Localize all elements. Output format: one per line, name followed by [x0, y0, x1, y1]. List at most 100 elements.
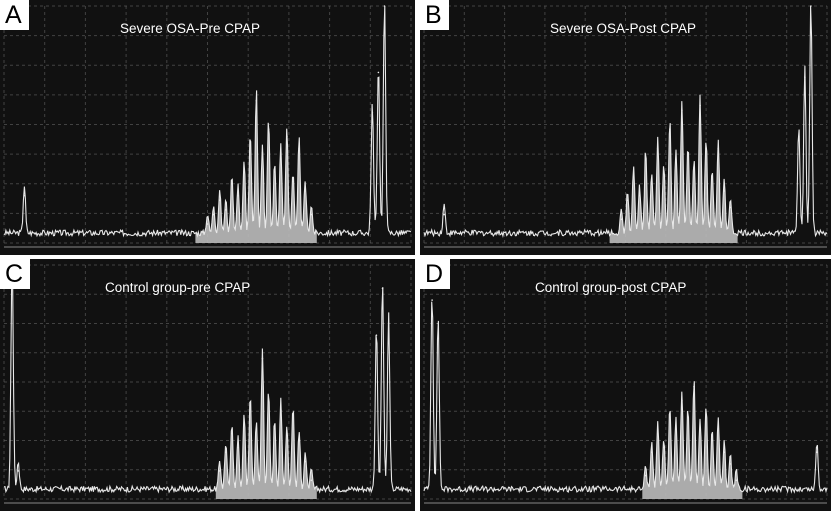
peak-mark-21 — [383, 5, 386, 7]
peak-mark-9 — [255, 100, 258, 102]
peak-mark-16 — [304, 460, 307, 463]
peak-mark-15 — [705, 147, 707, 149]
grid — [423, 5, 828, 244]
peak-mark-3 — [632, 175, 635, 178]
panel-b: B Severe OSA-Post CPAP — [420, 0, 831, 255]
panel-c-plot — [3, 264, 412, 504]
peak-mark-0 — [431, 299, 433, 301]
spectrum-line — [423, 5, 828, 238]
peak-mark-5 — [663, 446, 665, 449]
peak-mark-13 — [711, 439, 713, 442]
peak-mark-0 — [23, 194, 26, 197]
panel-c-letter: C — [0, 259, 31, 289]
peak-mark-18 — [375, 334, 378, 336]
panel-c-title: Control group-pre CPAP — [105, 280, 251, 295]
peak-mark-8 — [255, 428, 258, 430]
panel-d-letter: D — [420, 259, 451, 289]
peak-mark-1 — [620, 218, 623, 221]
peak-mark-7 — [656, 147, 659, 149]
peak-mark-20 — [387, 322, 390, 325]
peak-mark-14 — [286, 135, 288, 138]
peak-mark-4 — [231, 432, 233, 435]
peak-mark-5 — [644, 159, 647, 161]
peak-mark-13 — [280, 152, 282, 154]
spectrum-fill — [642, 381, 743, 499]
panel-b-letter: B — [420, 0, 449, 30]
peak-mark-7 — [249, 404, 251, 407]
peak-mark-2 — [218, 470, 221, 472]
panel-d: D Control group-post CPAP — [420, 259, 831, 511]
peak-mark-6 — [650, 183, 653, 185]
peak-mark-2 — [626, 199, 629, 202]
peak-mark-7 — [243, 171, 245, 173]
panel-a-title: Severe OSA-Pre CPAP — [120, 21, 261, 36]
peak-mark-6 — [669, 416, 671, 418]
panel-a-plot — [3, 5, 412, 248]
peak-mark-19 — [381, 287, 384, 290]
peak-mark-0 — [443, 213, 445, 216]
peak-mark-6 — [237, 194, 239, 197]
peak-mark-8 — [249, 142, 251, 145]
peak-mark-4 — [225, 209, 227, 211]
panel-c: C Control group-pre CPAP — [0, 259, 415, 511]
peak-mark-22 — [810, 5, 812, 7]
peak-mark-8 — [663, 171, 665, 173]
peak-mark-10 — [693, 385, 695, 388]
panel-a-letter: A — [0, 0, 29, 30]
peak-mark-19 — [371, 111, 374, 114]
peak-mark-8 — [681, 399, 683, 402]
peak-mark-17 — [735, 479, 738, 482]
peak-mark-6 — [243, 423, 245, 425]
peak-mark-15 — [292, 180, 294, 183]
peak-mark-9 — [687, 416, 689, 418]
peak-mark-2 — [212, 213, 215, 216]
panel-b-title: Severe OSA-Post CPAP — [550, 21, 697, 36]
grid — [3, 264, 412, 500]
peak-mark-16 — [298, 147, 300, 149]
peak-mark-20 — [798, 135, 800, 138]
panel-a: A Severe OSA-Pre CPAP — [0, 0, 415, 255]
spectrum-line — [3, 266, 412, 494]
peak-mark-3 — [218, 199, 221, 202]
panel-b-plot — [423, 5, 828, 248]
panel-d-title: Control group-post CPAP — [535, 280, 687, 295]
peak-mark-3 — [225, 451, 227, 453]
peak-mark-12 — [280, 409, 282, 411]
peak-mark-18 — [310, 213, 313, 216]
peak-mark-4 — [656, 432, 659, 435]
peak-mark-17 — [304, 190, 307, 192]
spectrum-fill — [609, 94, 738, 243]
peak-mark-12 — [687, 152, 689, 154]
peak-mark-14 — [292, 414, 294, 416]
peak-mark-2 — [644, 474, 647, 477]
peak-mark-12 — [705, 414, 707, 416]
grid — [3, 5, 412, 244]
peak-mark-1 — [437, 322, 439, 325]
peak-mark-5 — [237, 446, 239, 449]
peak-mark-10 — [267, 399, 270, 402]
peak-mark-9 — [669, 128, 671, 130]
peak-mark-5 — [231, 183, 233, 185]
spectrum-line — [3, 5, 412, 238]
peak-mark-17 — [310, 479, 313, 482]
peak-mark-13 — [693, 166, 695, 168]
peak-mark-18 — [816, 451, 818, 453]
peak-mark-1 — [206, 223, 209, 225]
peak-mark-3 — [650, 451, 653, 453]
peak-mark-7 — [675, 428, 677, 430]
peak-mark-10 — [261, 152, 264, 154]
peak-mark-13 — [286, 432, 288, 435]
peak-mark-15 — [298, 439, 300, 442]
peak-mark-14 — [717, 428, 719, 430]
peak-mark-11 — [273, 428, 276, 430]
peak-mark-18 — [723, 190, 725, 192]
peak-mark-20 — [377, 71, 380, 74]
peak-mark-1 — [17, 470, 20, 472]
peak-mark-10 — [675, 159, 677, 161]
peak-mark-14 — [699, 104, 701, 107]
peak-mark-21 — [804, 76, 806, 78]
spectrum-line — [423, 301, 828, 494]
grid — [423, 264, 828, 500]
peak-mark-19 — [729, 206, 732, 209]
